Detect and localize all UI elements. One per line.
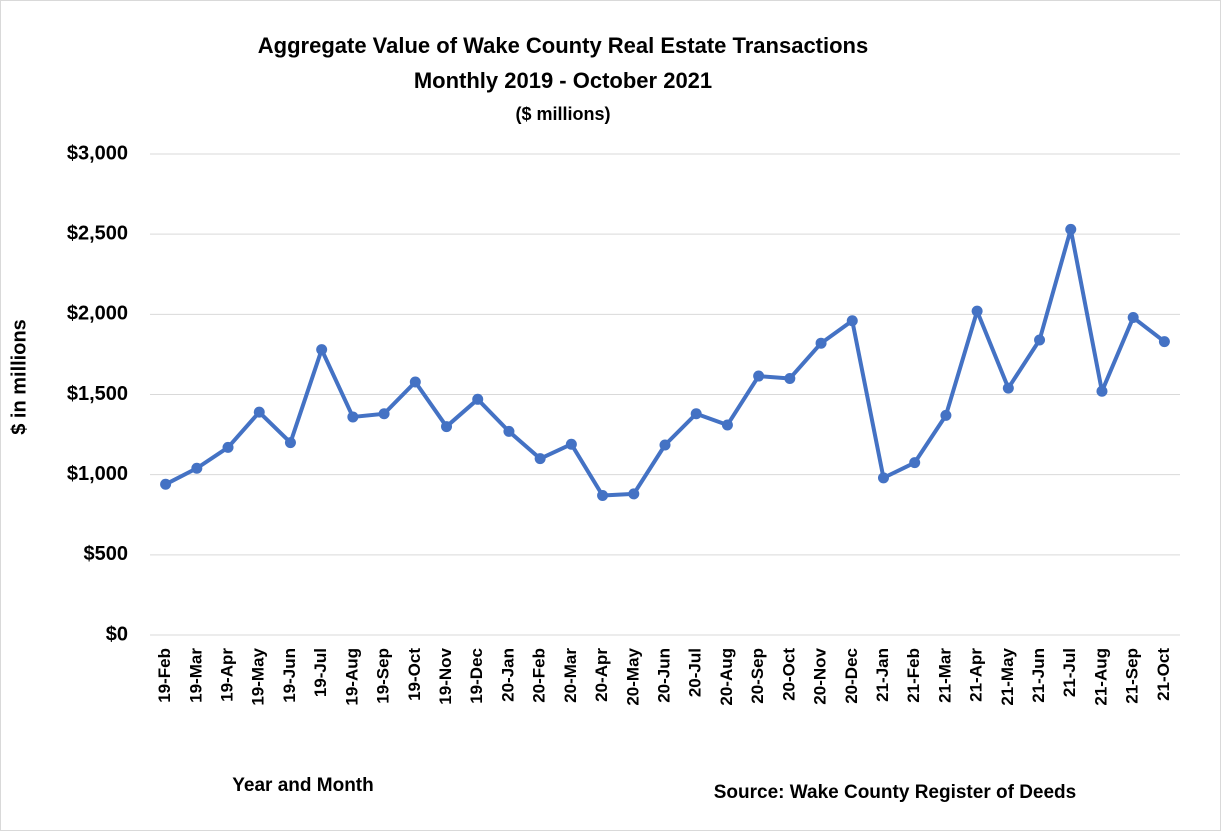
data-point [597, 490, 609, 502]
x-tick-label: 20-May [623, 647, 642, 705]
x-tick-label: 20-Aug [717, 648, 736, 706]
data-point [1065, 223, 1077, 235]
data-point [534, 453, 546, 465]
x-tick-label: 21-Apr [967, 648, 986, 702]
x-tick-label: 21-Mar [935, 648, 954, 703]
x-tick-label: 19-Aug [342, 648, 361, 706]
x-tick-label: 21-Sep [1123, 648, 1142, 704]
x-tick-label: 19-Nov [436, 647, 455, 704]
x-tick-label: 21-Aug [1091, 648, 1110, 706]
x-tick-label: 19-Dec [467, 648, 486, 704]
data-point [253, 406, 265, 418]
source-note: Source: Wake County Register of Deeds [714, 782, 1076, 803]
data-point [222, 441, 234, 453]
x-tick-label: 21-Jun [1029, 648, 1048, 703]
data-point [409, 376, 421, 388]
x-tick-label: 20-Mar [561, 648, 580, 703]
data-point [846, 315, 858, 327]
data-point [503, 425, 515, 437]
x-tick-label: 19-Feb [155, 648, 174, 703]
data-point [909, 457, 921, 469]
chart-title: Aggregate Value of Wake County Real Esta… [258, 33, 868, 58]
data-point [441, 421, 453, 433]
x-tick-label: 20-Jun [654, 648, 673, 703]
data-point [1096, 385, 1108, 397]
data-point [565, 438, 577, 450]
x-tick-label: 19-Oct [405, 648, 424, 701]
data-point [628, 488, 640, 500]
data-point [1034, 334, 1046, 346]
x-tick-label: 19-Apr [218, 648, 237, 702]
data-point [472, 393, 484, 405]
x-tick-label: 21-Feb [904, 648, 923, 703]
chart-title: Monthly 2019 - October 2021 [414, 68, 712, 93]
y-tick-label: $2,500 [67, 222, 128, 244]
y-tick-label: $2,000 [67, 303, 128, 325]
x-tick-label: 20-Oct [779, 648, 798, 701]
x-tick-label: 20-Dec [842, 648, 861, 704]
x-tick-label: 19-Jul [311, 648, 330, 697]
x-tick-label: 20-Sep [748, 648, 767, 704]
data-point [815, 337, 827, 349]
data-point [690, 408, 702, 420]
data-point [284, 437, 296, 449]
data-point [940, 409, 952, 421]
x-tick-label: 21-Jan [873, 648, 892, 702]
data-point [1158, 336, 1170, 348]
x-tick-label: 19-Mar [186, 648, 205, 703]
x-tick-label: 19-May [249, 647, 268, 705]
x-tick-label: 19-Jun [280, 648, 299, 703]
x-tick-label: 20-Apr [592, 648, 611, 702]
data-point [784, 372, 796, 384]
y-tick-label: $0 [106, 623, 128, 645]
data-point [659, 439, 671, 451]
data-point [721, 419, 733, 431]
x-tick-label: 20-Feb [530, 648, 549, 703]
x-axis-label: Year and Month [232, 775, 373, 796]
y-tick-label: $1,500 [67, 383, 128, 405]
y-tick-label: $3,000 [67, 142, 128, 164]
x-tick-label: 20-Jul [686, 648, 705, 697]
data-point [1127, 312, 1139, 324]
data-point [160, 478, 172, 490]
data-point [316, 344, 328, 356]
x-tick-label: 21-Jul [1060, 648, 1079, 697]
data-point [1002, 382, 1014, 394]
x-tick-label: 21-Oct [1154, 648, 1173, 701]
chart-subtitle: ($ millions) [515, 104, 610, 124]
y-tick-label: $500 [84, 543, 129, 565]
x-tick-label: 20-Nov [811, 647, 830, 704]
data-point [347, 411, 359, 423]
x-tick-label: 19-Sep [374, 648, 393, 704]
data-point [877, 472, 889, 484]
x-tick-label: 20-Jan [498, 648, 517, 702]
data-point [378, 408, 390, 420]
data-point [753, 370, 765, 382]
data-point [971, 305, 983, 317]
x-tick-label: 21-May [998, 647, 1017, 705]
data-point [191, 462, 203, 474]
y-axis-label: $ in millions [8, 319, 30, 435]
y-tick-label: $1,000 [67, 463, 128, 485]
